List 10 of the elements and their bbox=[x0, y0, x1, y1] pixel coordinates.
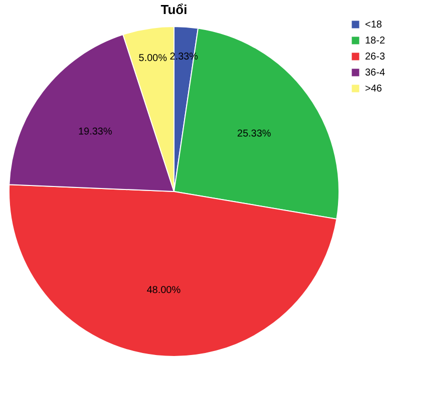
legend-label: 36-4 bbox=[365, 68, 386, 78]
chart-title: Tuổi bbox=[160, 2, 188, 17]
data-label: 25.33% bbox=[237, 128, 272, 140]
data-label: 48.00% bbox=[146, 284, 181, 296]
legend-label: 26-3 bbox=[365, 52, 386, 62]
data-label: 19.33% bbox=[78, 126, 112, 138]
legend-label: >46 bbox=[365, 84, 382, 94]
data-label: 5.00% bbox=[138, 52, 168, 64]
legend-label: 18-2 bbox=[365, 36, 386, 46]
legend-label: <18 bbox=[365, 20, 382, 30]
